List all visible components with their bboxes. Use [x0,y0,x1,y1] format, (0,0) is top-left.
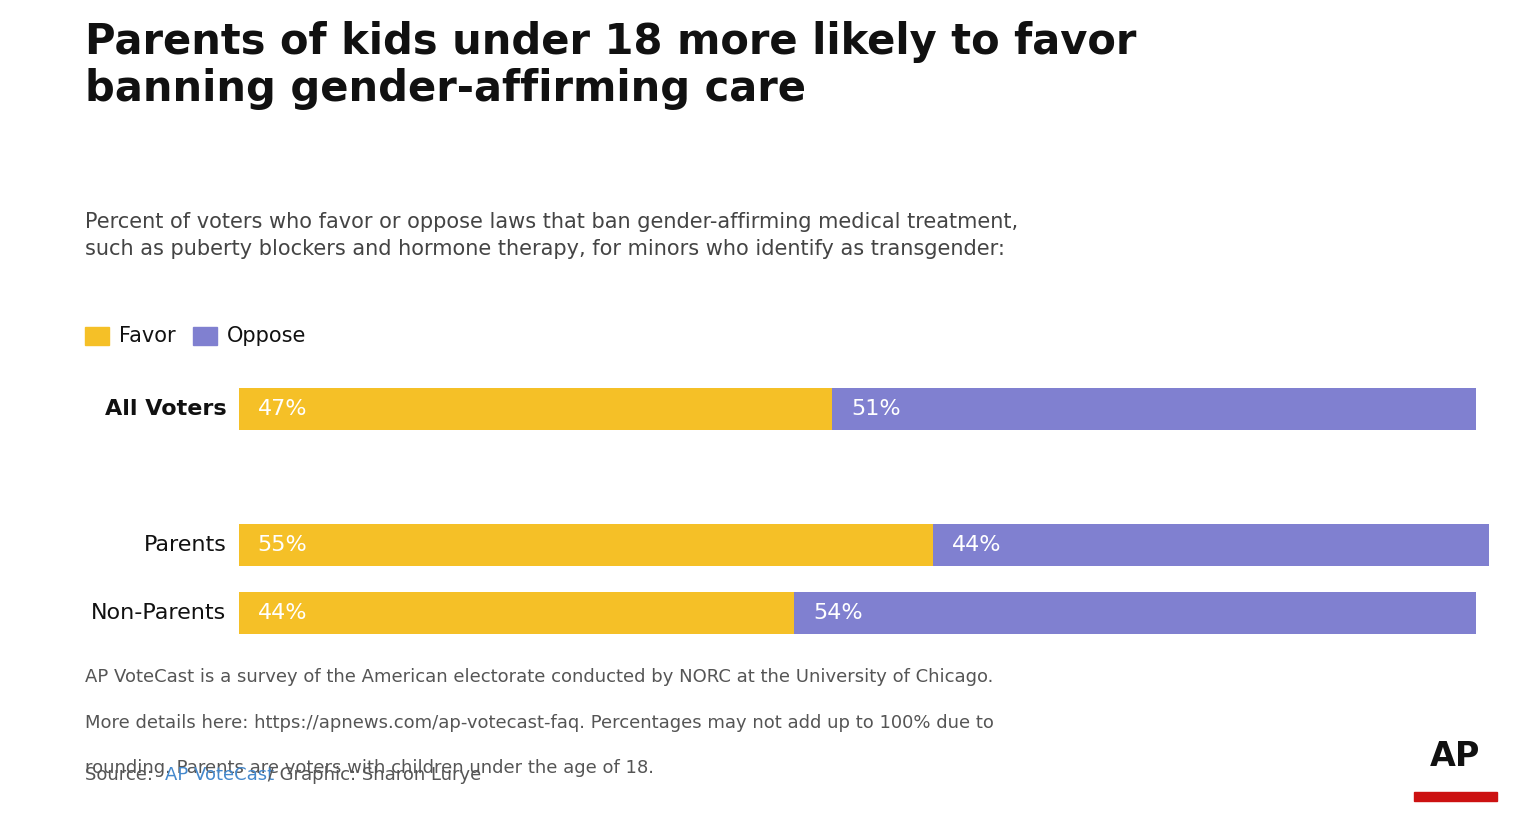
Text: 54%: 54% [813,603,862,623]
Text: Oppose: Oppose [226,326,306,346]
Text: 47%: 47% [257,398,306,419]
Text: 55%: 55% [257,535,308,555]
Bar [795,592,1477,634]
Bar [239,592,795,634]
Text: AP VoteCast is a survey of the American electorate conducted by NORC at the Univ: AP VoteCast is a survey of the American … [85,668,993,686]
Text: rounding. Parents are voters with children under the age of 18.: rounding. Parents are voters with childr… [85,759,653,778]
Text: All Voters: All Voters [105,398,226,419]
Bar [1414,793,1497,802]
Text: AP: AP [1431,740,1480,773]
Text: AP VoteCast: AP VoteCast [165,766,274,784]
Text: Percent of voters who favor or oppose laws that ban gender-affirming medical tre: Percent of voters who favor or oppose la… [85,212,1018,259]
Text: Source:: Source: [85,766,159,784]
Text: 51%: 51% [852,398,901,419]
Text: Non-Parents: Non-Parents [91,603,226,623]
Text: More details here: https://apnews.com/ap-votecast-faq. Percentages may not add u: More details here: https://apnews.com/ap… [85,714,993,732]
Bar [832,388,1477,430]
Bar [239,388,832,430]
Text: Parents: Parents [143,535,226,555]
Text: Parents of kids under 18 more likely to favor
banning gender-affirming care: Parents of kids under 18 more likely to … [85,21,1137,110]
Text: Favor: Favor [119,326,176,346]
Text: 44%: 44% [257,603,306,623]
Text: / Graphic: Sharon Lurye: / Graphic: Sharon Lurye [262,766,480,784]
Bar [933,524,1489,566]
Text: 44%: 44% [952,535,1001,555]
Bar [239,524,933,566]
